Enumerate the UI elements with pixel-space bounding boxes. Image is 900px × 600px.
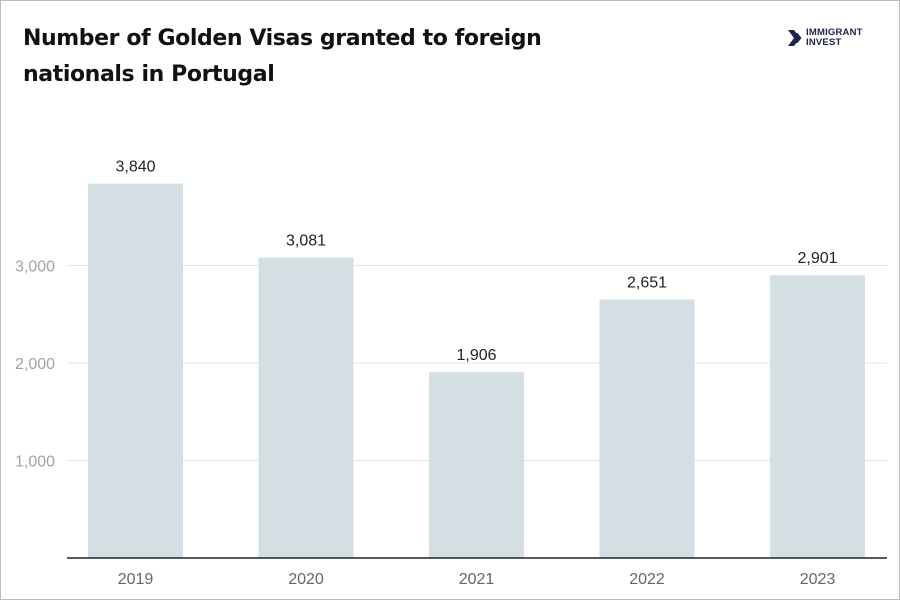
y-axis-ticks: 1,000 2,000 3,000 — [15, 259, 55, 471]
x-tick-label: 2021 — [459, 571, 495, 588]
bar — [88, 183, 183, 558]
x-tick-label: 2019 — [118, 571, 154, 588]
data-label: 1,906 — [456, 347, 496, 364]
brand-name: IMMIGRANT INVEST — [806, 28, 863, 47]
brand-line-1: IMMIGRANT — [806, 27, 863, 38]
y-tick-label: 2,000 — [15, 356, 55, 373]
bar — [429, 372, 524, 558]
chart-title: Number of Golden Visas granted to foreig… — [23, 26, 542, 87]
data-label: 3,840 — [115, 159, 155, 176]
data-label: 2,651 — [627, 275, 667, 292]
y-tick-label: 3,000 — [15, 259, 55, 276]
x-tick-label: 2023 — [800, 571, 836, 588]
x-tick-label: 2020 — [288, 571, 324, 588]
bar — [258, 257, 354, 558]
chevron-arrows-icon — [788, 30, 802, 46]
data-label: 2,901 — [797, 250, 837, 267]
x-tick-label: 2022 — [629, 571, 665, 588]
bar — [599, 299, 695, 558]
y-tick-label: 1,000 — [15, 454, 55, 471]
x-axis-categories: 2019 2020 2021 2022 2023 — [118, 571, 836, 588]
data-label: 3,081 — [286, 233, 326, 250]
data-labels: 3,840 3,081 1,906 2,651 2,901 — [115, 159, 837, 365]
brand-line-2: INVEST — [806, 36, 842, 48]
brand-logo: IMMIGRANT INVEST — [787, 27, 887, 51]
bar — [770, 275, 865, 558]
bars — [88, 183, 865, 558]
